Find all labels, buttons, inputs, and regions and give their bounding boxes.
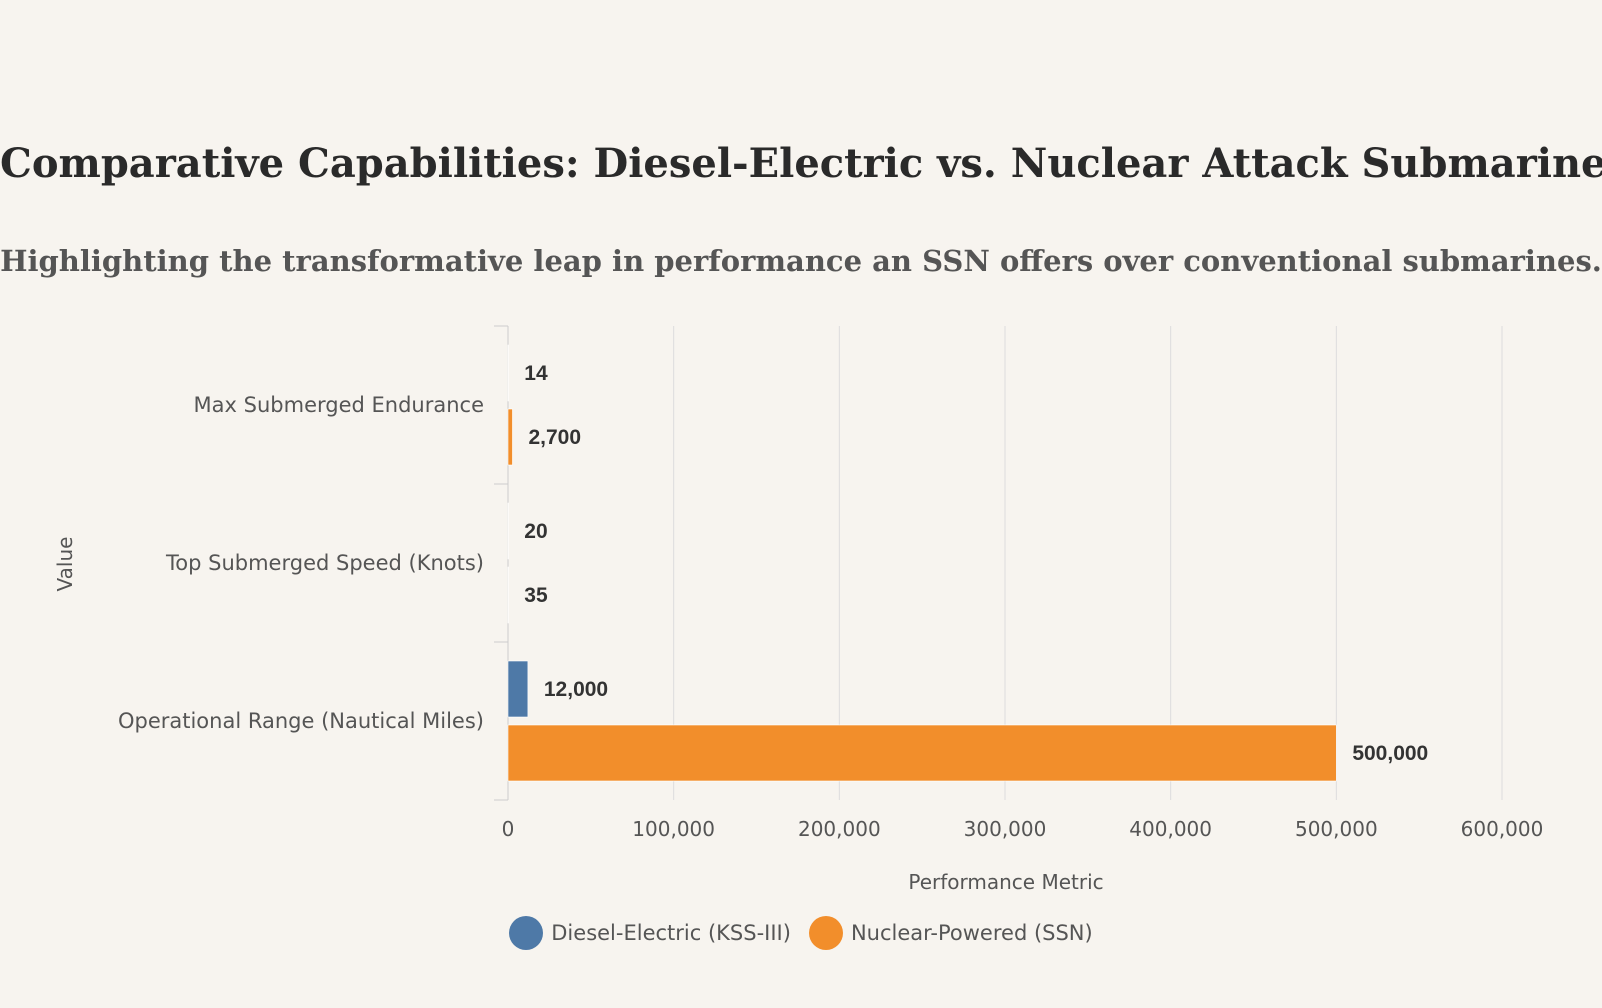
y-category-label: Max Submerged Endurance (194, 393, 484, 417)
bar (507, 660, 529, 718)
y-category-label: Operational Range (Nautical Miles) (118, 709, 484, 733)
legend-label-nuclear: Nuclear-Powered (SSN) (850, 921, 1093, 945)
x-tick-label: 600,000 (1461, 817, 1544, 841)
bar-value-label: 500,000 (1352, 742, 1428, 765)
bar-value-label: 2,700 (528, 426, 581, 449)
legend-item-nuclear[interactable]: Nuclear-Powered (SSN) (808, 916, 1093, 950)
y-axis-label: Value (53, 537, 77, 592)
x-tick-label: 200,000 (798, 817, 881, 841)
bar-value-label: 12,000 (544, 678, 608, 701)
y-category-label: Top Submerged Speed (Knots) (165, 551, 484, 575)
x-tick-label: 0 (502, 817, 515, 841)
chart-subtitle: Highlighting the transformative leap in … (0, 244, 1602, 278)
bar-value-label: 20 (524, 520, 547, 543)
gridlines (673, 326, 1503, 800)
bars (507, 344, 1337, 782)
chart-title: Comparative Capabilities: Diesel-Electri… (0, 140, 1602, 187)
axes: 0 100,000 200,000 300,000 400,000 500,000 600,… (118, 325, 1544, 841)
x-tick-label: 500,000 (1295, 817, 1378, 841)
legend-item-diesel[interactable]: Diesel-Electric (KSS-III) (509, 916, 791, 950)
bar (507, 724, 1337, 782)
bar-value-label: 14 (524, 362, 548, 385)
legend-swatch-diesel (509, 916, 544, 950)
legend-label-diesel: Diesel-Electric (KSS-III) (551, 921, 791, 945)
x-axis-label: Performance Metric (908, 870, 1103, 894)
legend-swatch-nuclear (808, 916, 843, 950)
data-labels: 14 2,700 20 35 12,000 500,000 (524, 362, 1428, 765)
chart-legend: Diesel-Electric (KSS-III) Nuclear-Powere… (0, 916, 1602, 950)
x-tick-label: 100,000 (632, 817, 715, 841)
bar-value-label: 35 (524, 584, 548, 607)
bar-chart: 0 100,000 200,000 300,000 400,000 500,000 600,… (53, 325, 1544, 894)
x-tick-label: 300,000 (964, 817, 1047, 841)
x-tick-label: 400,000 (1129, 817, 1212, 841)
bar (507, 408, 513, 466)
